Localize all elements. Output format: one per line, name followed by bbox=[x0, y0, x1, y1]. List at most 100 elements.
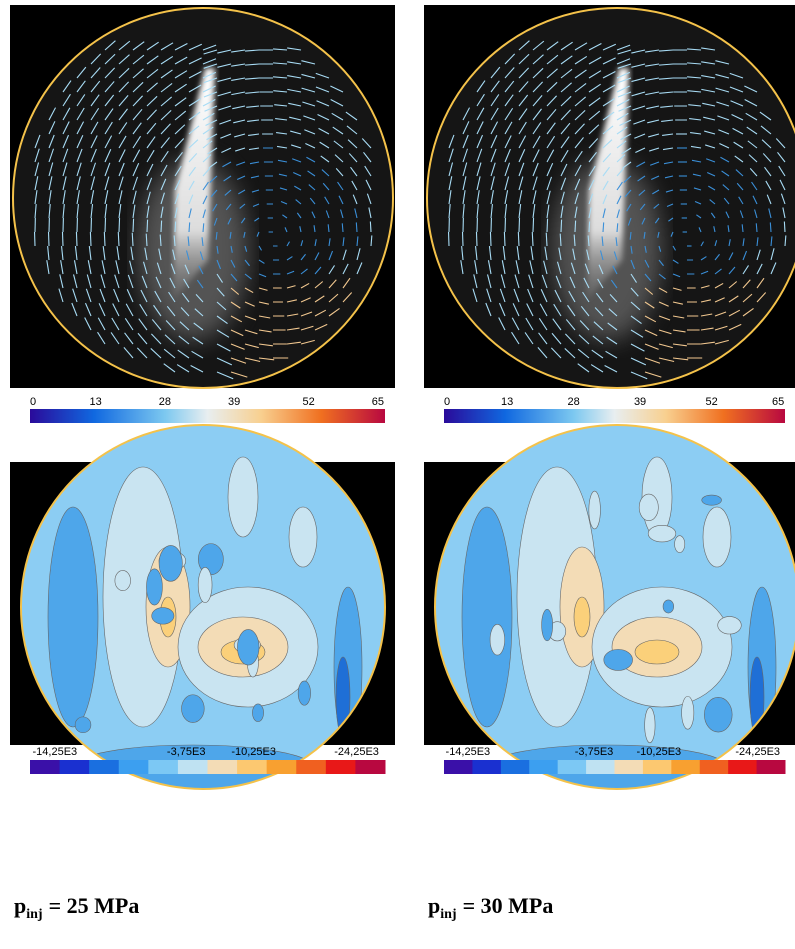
vorticity-colorbar-cell bbox=[208, 760, 238, 774]
vorticity-colorbar-cell bbox=[558, 760, 587, 774]
contour-region bbox=[490, 624, 505, 655]
velocity-arrow bbox=[161, 221, 162, 232]
velocity-arrow bbox=[104, 232, 105, 246]
colorbar-tick-label: -10,25E3 bbox=[637, 746, 682, 758]
contour-region bbox=[718, 617, 742, 634]
contour-region bbox=[703, 507, 731, 567]
contour-region bbox=[252, 704, 263, 722]
vorticity-colorbar-cell bbox=[326, 760, 356, 774]
caption: pinj = 30 MPa bbox=[428, 893, 553, 922]
contour-region bbox=[182, 695, 205, 723]
caption-text: = 30 MPa bbox=[463, 893, 554, 918]
vorticity-colorbar-cell bbox=[643, 760, 672, 774]
contour-region bbox=[589, 491, 601, 529]
velocity-arrow bbox=[146, 234, 147, 246]
colorbar-tick-label: 0 bbox=[30, 396, 36, 408]
contour-region bbox=[237, 629, 259, 665]
contour-region bbox=[298, 681, 310, 705]
velocity-arrow bbox=[589, 221, 590, 232]
colorbar-tick-label: 65 bbox=[372, 396, 384, 408]
velocity-arrow bbox=[756, 223, 757, 232]
velocity-arrow bbox=[118, 232, 119, 246]
figure: 01328395265-14,25E3-3,75E3-10,25E3-24,25… bbox=[0, 0, 795, 949]
colorbar-tick-label: 28 bbox=[159, 396, 171, 408]
vorticity-colorbar-cell bbox=[472, 760, 501, 774]
velocity-arrow bbox=[62, 232, 63, 246]
caption-subscript: inj bbox=[440, 907, 456, 922]
contour-region bbox=[645, 708, 655, 743]
caption-symbol: p bbox=[14, 893, 26, 918]
colorbar-tick-label: 13 bbox=[501, 396, 513, 408]
contour-region bbox=[198, 567, 212, 602]
velocity-arrow bbox=[490, 232, 491, 246]
velocity-arrow bbox=[504, 232, 505, 246]
colorbar-tick-label: 52 bbox=[303, 396, 315, 408]
colorbar-tick-label: -3,75E3 bbox=[575, 746, 614, 758]
velocity-arrow bbox=[546, 233, 547, 246]
contour-region bbox=[159, 545, 182, 581]
colorbar-tick-label: -24,25E3 bbox=[735, 746, 780, 758]
velocity-arrow bbox=[90, 232, 91, 246]
velocity-arrow bbox=[370, 221, 371, 232]
caption: pinj = 25 MPa bbox=[14, 893, 139, 922]
contour-region bbox=[115, 570, 131, 590]
contour-region bbox=[48, 507, 98, 727]
colorbar-tick-label: -24,25E3 bbox=[334, 746, 379, 758]
vorticity-colorbar-cell bbox=[89, 760, 119, 774]
caption-symbol: p bbox=[428, 893, 440, 918]
velocity-arrow bbox=[132, 233, 133, 246]
contour-region bbox=[635, 640, 679, 664]
vorticity-colorbar-cell bbox=[757, 760, 786, 774]
colorbar-tick-label: 39 bbox=[634, 396, 646, 408]
vorticity-colorbar-cell bbox=[671, 760, 700, 774]
contour-region bbox=[75, 717, 91, 733]
velocity-arrow bbox=[175, 221, 176, 232]
velocity-arrow bbox=[342, 223, 343, 232]
contour-region bbox=[574, 597, 590, 637]
vorticity-colorbar-cell bbox=[586, 760, 615, 774]
velocity-arrow bbox=[561, 220, 562, 232]
velocity-arrow bbox=[547, 219, 548, 232]
velocity-arrow bbox=[476, 232, 477, 246]
velocity-arrow bbox=[784, 221, 785, 232]
vorticity-colorbar-cell bbox=[355, 760, 385, 774]
vorticity-colorbar-cell bbox=[267, 760, 297, 774]
contour-region bbox=[648, 525, 676, 542]
velocity-arrow bbox=[203, 223, 204, 232]
vorticity-colorbar-cell bbox=[700, 760, 729, 774]
velocity-arrow bbox=[533, 218, 534, 232]
velocity-arrow bbox=[617, 223, 618, 232]
velocity-colorbar bbox=[30, 409, 385, 423]
colorbar-tick-label: 13 bbox=[90, 396, 102, 408]
colorbar-tick-label: 39 bbox=[228, 396, 240, 408]
vorticity-colorbar-cell bbox=[501, 760, 530, 774]
caption-subscript: inj bbox=[26, 907, 42, 922]
contour-region bbox=[228, 457, 258, 537]
velocity-arrow bbox=[532, 232, 533, 246]
velocity-arrow bbox=[133, 219, 134, 232]
contour-region bbox=[675, 536, 685, 553]
velocity-image bbox=[13, 8, 393, 388]
vorticity-colorbar-cell bbox=[119, 760, 149, 774]
velocity-arrow bbox=[76, 232, 77, 246]
caption-text: = 25 MPa bbox=[49, 893, 140, 918]
colorbar-tick-label: -10,25E3 bbox=[231, 746, 276, 758]
contour-region bbox=[702, 495, 722, 505]
vorticity-colorbar-cell bbox=[60, 760, 90, 774]
contour-region bbox=[289, 507, 317, 567]
contour-region bbox=[704, 697, 732, 732]
colorbar-tick-label: 65 bbox=[772, 396, 784, 408]
vorticity-colorbar-cell bbox=[615, 760, 644, 774]
colorbar-tick-label: 28 bbox=[567, 396, 579, 408]
vorticity-image bbox=[21, 425, 385, 789]
velocity-arrow bbox=[575, 221, 576, 232]
vorticity-colorbar-cell bbox=[444, 760, 473, 774]
contour-region bbox=[542, 609, 553, 641]
vorticity-colorbar-cell bbox=[296, 760, 326, 774]
vorticity-colorbar-cell bbox=[529, 760, 558, 774]
velocity-arrow bbox=[147, 220, 148, 232]
velocity-arrow bbox=[189, 222, 190, 232]
vorticity-image bbox=[435, 425, 795, 789]
vorticity-colorbar-cell bbox=[728, 760, 757, 774]
velocity-arrow bbox=[603, 222, 604, 232]
